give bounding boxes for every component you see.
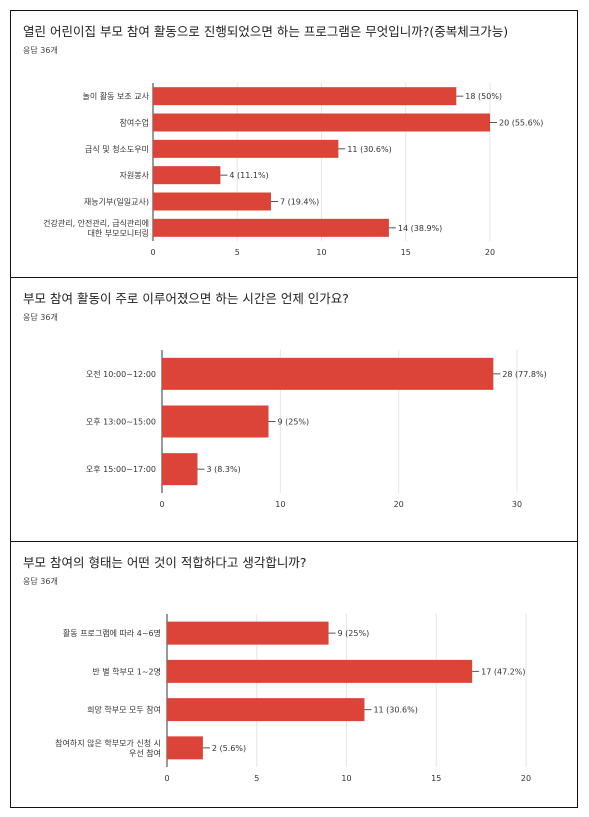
x-tick-label: 10 [275, 500, 285, 509]
bar [153, 166, 221, 185]
data-label: 9 (25%) [338, 629, 370, 638]
chart-title: 부모 참여의 형태는 어떤 것이 적합하다고 생각합니까? [23, 555, 307, 570]
bar [153, 218, 389, 237]
x-tick-label: 5 [235, 248, 240, 257]
category-label: 희망 학부모 모두 참여 [87, 705, 161, 715]
category-label: 건강관리, 안전관리, 급식관리에 [43, 218, 149, 228]
category-label: 급식 및 청소도우미 [85, 144, 149, 154]
chart-title: 부모 참여 활동이 주로 이루어졌으면 하는 시간은 언제 인가요? [23, 291, 349, 306]
chart-title: 열린 어린이집 부모 참여 활동으로 진행되었으면 하는 프로그램은 무엇입니까… [23, 24, 509, 39]
category-label: 참여수업 [120, 118, 149, 128]
bar [153, 192, 271, 211]
category-label: 오후 13:00~15:00 [86, 418, 156, 427]
category-label: 활동 프로그램에 따라 4~6명 [63, 628, 161, 638]
bar-chart-form: 0 5 10 15 20 활동 프로그램에 따라 4~6명 9 (25%) 반 별 학부모 1… [55, 614, 531, 783]
bar [167, 621, 329, 645]
x-tick-label: 10 [316, 248, 326, 257]
x-tick-label: 15 [401, 248, 411, 257]
data-label: 11 (30.6%) [347, 145, 391, 154]
data-label: 20 (55.6%) [499, 119, 543, 128]
category-label: 우선 참여 [129, 748, 161, 758]
x-tick-label: 15 [431, 774, 441, 783]
bar [162, 453, 198, 486]
x-tick-label: 30 [512, 500, 522, 509]
category-label: 반 별 학부모 1~2명 [92, 666, 161, 676]
chart-panel-programs: 열린 어린이집 부모 참여 활동으로 진행되었으면 하는 프로그램은 무엇입니까… [10, 10, 578, 278]
x-tick-label: 20 [485, 248, 495, 257]
x-tick-label: 0 [164, 774, 169, 783]
bar-chart-time: 0 10 20 30 오전 10:00~12:00 28 (77.8%) 오후 13:00~… [86, 350, 547, 509]
data-label: 4 (11.1%) [229, 171, 268, 180]
category-label: 오전 10:00~12:00 [86, 369, 156, 379]
response-count: 응답 36개 [23, 46, 58, 55]
x-tick-label: 10 [341, 774, 351, 783]
data-label: 11 (30.6%) [373, 706, 417, 715]
bar-chart-programs: 0 5 10 15 20 놀이 활동 보조 교사 18 (50%) 참여수업 20 (55.6%… [43, 83, 543, 257]
bar [153, 87, 457, 106]
category-label: 놀이 활동 보조 교사 [82, 91, 149, 101]
chart-panel-time: 부모 참여 활동이 주로 이루어졌으면 하는 시간은 언제 인가요? 응답 36… [10, 277, 578, 542]
bar [153, 113, 490, 132]
chart-panel-form: 부모 참여의 형태는 어떤 것이 적합하다고 생각합니까? 응답 36개 0 5 1… [10, 541, 578, 808]
bar [162, 357, 494, 390]
category-label: 자원봉사 [120, 171, 150, 180]
x-tick-label: 5 [254, 774, 259, 783]
bar [167, 659, 473, 683]
x-tick-label: 0 [159, 500, 164, 509]
data-label: 17 (47.2%) [481, 667, 525, 676]
category-label: 참여하지 않은 학부모가 신청 시 [55, 738, 161, 748]
response-count: 응답 36개 [23, 313, 58, 322]
category-label: 재능기부(일일교사) [84, 198, 149, 207]
data-label: 3 (8.3%) [207, 465, 241, 474]
data-label: 2 (5.6%) [212, 744, 246, 753]
x-tick-label: 0 [150, 248, 155, 257]
bar [153, 139, 339, 158]
data-label: 9 (25%) [278, 418, 310, 427]
data-label: 14 (38.9%) [398, 224, 442, 233]
category-label: 오후 15:00~17:00 [86, 465, 156, 474]
category-label: 대한 부모모니터링 [88, 228, 149, 238]
bar [162, 405, 269, 438]
x-tick-label: 20 [394, 500, 404, 509]
x-tick-label: 20 [521, 774, 531, 783]
bar [167, 698, 365, 722]
data-label: 7 (19.4%) [280, 198, 319, 207]
bar [167, 736, 203, 760]
data-label: 28 (77.8%) [502, 370, 546, 379]
response-count: 응답 36개 [23, 577, 58, 586]
data-label: 18 (50%) [465, 92, 502, 101]
